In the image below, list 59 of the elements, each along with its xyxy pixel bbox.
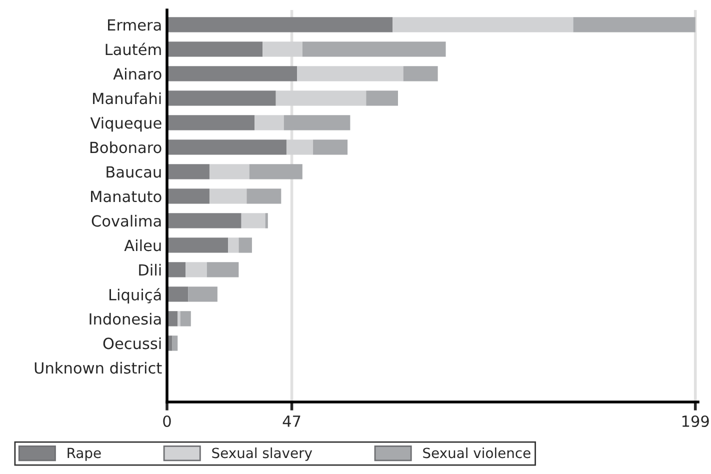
bar <box>172 336 178 351</box>
y-tick-label: Liquiçá <box>109 288 161 304</box>
bar <box>209 188 247 204</box>
y-tick-label: Covalima <box>92 214 161 227</box>
bar <box>167 238 228 253</box>
bar <box>167 188 210 204</box>
legend-label: Rape <box>68 448 101 461</box>
bar <box>238 238 252 253</box>
bar <box>262 42 302 57</box>
bar <box>284 115 350 130</box>
bar <box>167 42 263 57</box>
bar <box>167 286 188 302</box>
bar <box>286 140 314 155</box>
bar <box>167 164 210 180</box>
legend-label: Sexual violence <box>423 447 530 458</box>
bar <box>167 66 298 82</box>
bar <box>167 17 393 32</box>
bar <box>297 66 404 82</box>
bar <box>276 90 366 106</box>
bar <box>573 17 696 32</box>
y-tick-label: Bobonaro <box>90 141 162 154</box>
bar <box>366 90 398 106</box>
bar <box>167 90 276 106</box>
bar <box>167 140 286 155</box>
bar <box>180 311 191 326</box>
bar <box>249 164 302 180</box>
y-tick-label: Indonesia <box>90 312 161 325</box>
y-tick-label: Ainaro <box>113 68 162 80</box>
bar <box>246 188 282 204</box>
bar <box>167 262 186 278</box>
bar <box>186 262 207 278</box>
bar <box>178 311 180 326</box>
y-tick-label: Lautém <box>106 42 161 56</box>
x-tick-label: 47 <box>282 416 300 427</box>
bar <box>403 66 438 82</box>
y-tick-label: Aileu <box>124 239 161 252</box>
y-tick-label: Manufahi <box>93 92 161 104</box>
bar <box>228 238 239 253</box>
x-tick-label: 0 <box>163 415 171 428</box>
y-tick-label: Oecussi <box>103 337 161 350</box>
bar <box>265 213 268 228</box>
y-tick-label: Baucau <box>106 166 161 178</box>
legend-label: Sexual slavery <box>212 447 312 461</box>
y-tick-label: Viqueque <box>90 116 162 132</box>
y-tick-label: Ermera <box>108 19 161 31</box>
bar <box>167 213 242 228</box>
x-tick-label: 199 <box>682 415 709 428</box>
bar <box>313 140 348 155</box>
bar <box>392 17 574 32</box>
bar <box>302 42 446 57</box>
bar <box>254 115 284 130</box>
y-tick-label: Dili <box>139 264 161 276</box>
bar <box>206 262 239 278</box>
y-tick-label: Manatuto <box>91 190 162 202</box>
y-tick-label: Unknown district <box>34 362 162 374</box>
bar <box>241 213 266 228</box>
bar <box>167 115 255 130</box>
bar <box>188 286 218 302</box>
bar <box>209 164 250 180</box>
